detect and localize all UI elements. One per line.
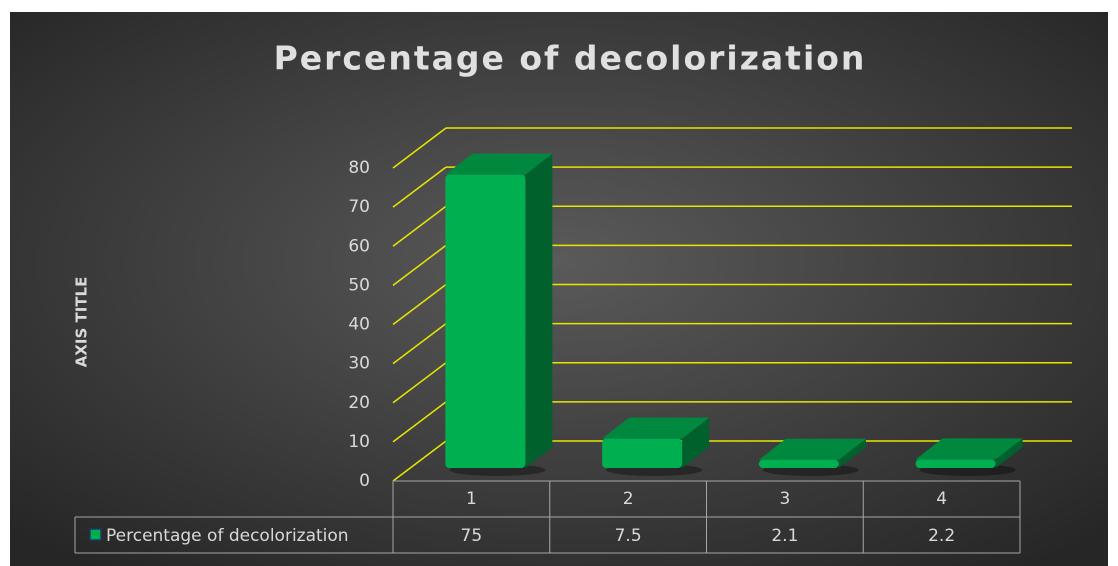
bar-side [838,438,866,468]
grid-line-side [392,283,447,326]
grid-line-side [392,244,447,286]
table-value: 75 [461,526,483,546]
chart-title: Percentage of decolorization [274,39,867,78]
legend-label: Percentage of decolorization [106,526,349,546]
y-tick-label: 30 [348,354,370,374]
grid-line-side [392,127,447,169]
y-axis-title: AXIS TITLE [73,277,91,368]
y-tick-label: 20 [348,393,370,413]
y-tick-label: 70 [348,197,370,217]
x-tick-label: 4 [936,489,947,509]
grid-line-side [392,205,447,247]
x-tick-label: 3 [779,489,790,509]
bar [915,459,996,468]
bar [758,459,839,468]
bar [445,174,526,468]
grid-line-side [392,401,447,443]
grid-line-side [392,362,447,404]
x-tick-label: 1 [466,489,477,509]
grid-line-side [392,323,447,365]
bar-side [525,153,553,468]
bar-top [758,438,866,460]
legend-swatch [89,528,102,541]
grid-line-side [392,440,447,482]
y-tick-label: 0 [359,471,370,491]
bar-side [682,417,710,468]
bar [602,438,683,468]
x-tick-label: 2 [623,489,634,509]
bar-top [915,438,1023,460]
table-value: 2.1 [771,526,798,546]
bar-top [602,417,710,439]
y-tick-label: 10 [348,432,370,452]
chart-background [10,12,1108,566]
bar-top [445,153,553,175]
y-tick-label: 60 [348,236,370,256]
y-tick-label: 40 [348,315,370,335]
table-value: 2.2 [928,526,955,546]
table-value: 7.5 [615,526,642,546]
grid-line-side [392,166,447,208]
y-tick-label: 50 [348,275,370,295]
y-tick-label: 80 [348,158,370,178]
bar-side [995,438,1023,468]
